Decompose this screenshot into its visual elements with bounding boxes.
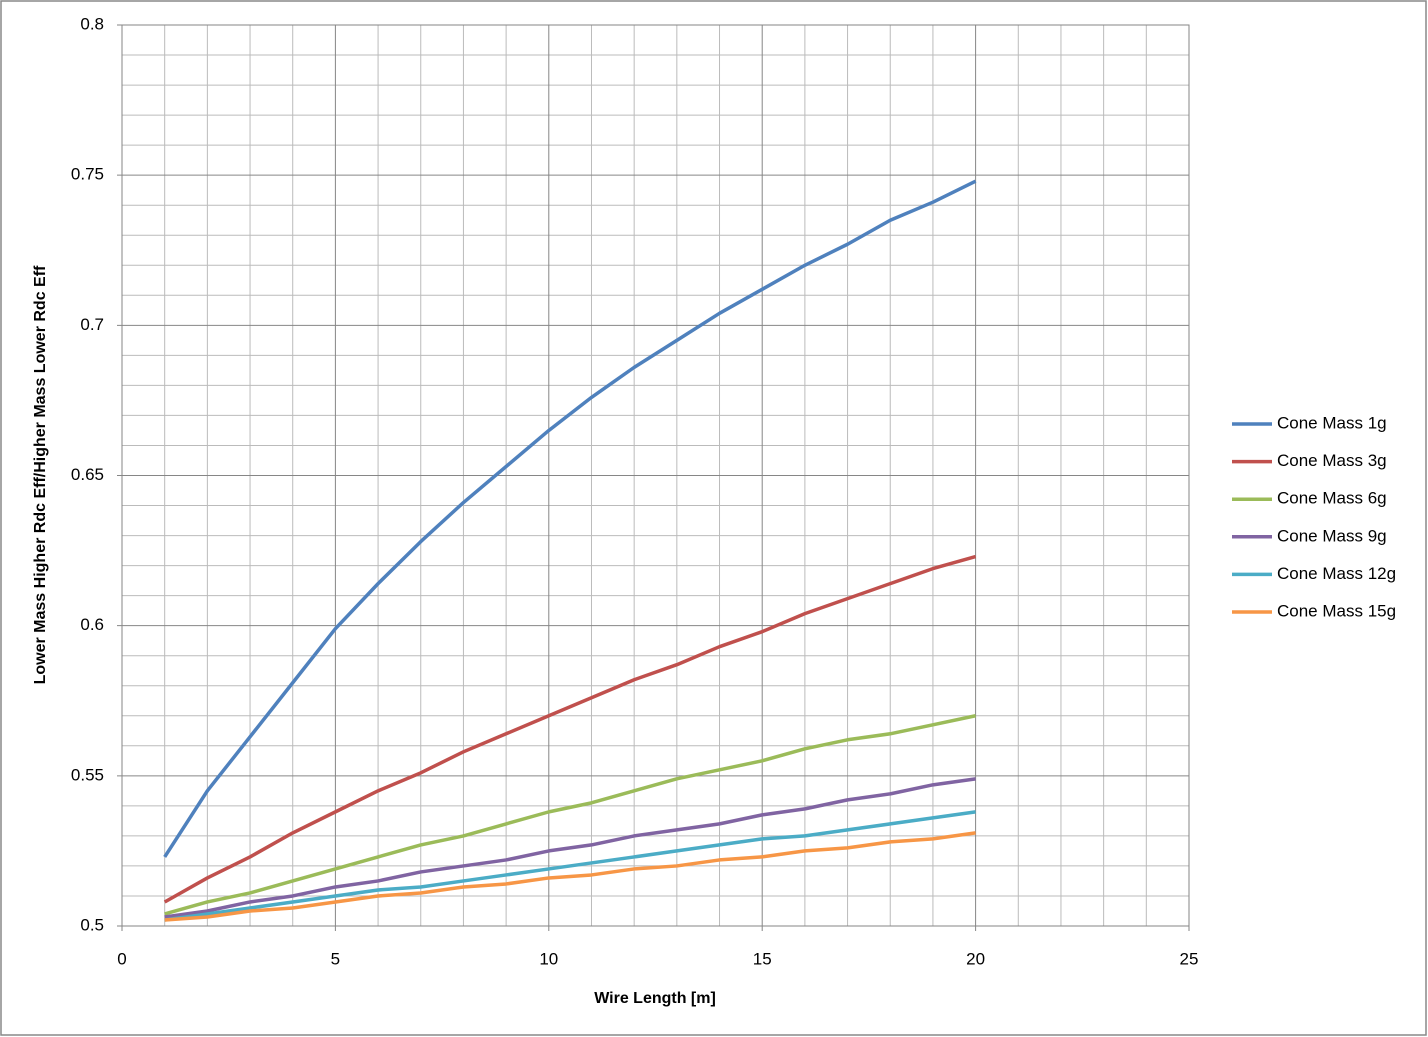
y-tick-label: 0.6 [80, 615, 104, 634]
legend-label: Cone Mass 9g [1277, 526, 1387, 545]
legend-label: Cone Mass 6g [1277, 489, 1387, 508]
x-tick-label: 0 [117, 949, 126, 968]
y-axis-title: Lower Mass Higher Rdc Eff/Higher Mass Lo… [32, 265, 49, 684]
series-line [164, 810, 976, 922]
x-tick-label: 20 [966, 949, 985, 968]
y-tick-label: 0.8 [80, 14, 104, 33]
series-line [163, 554, 977, 904]
legend-label: Cone Mass 3g [1277, 451, 1387, 470]
legend-label: Cone Mass 1g [1277, 413, 1387, 432]
y-tick-label: 0.65 [71, 465, 104, 484]
legend-label: Cone Mass 12g [1277, 564, 1396, 583]
legend-label: Cone Mass 15g [1277, 601, 1396, 620]
y-tick-label: 0.75 [71, 165, 104, 184]
series-line [164, 714, 976, 916]
series-line [164, 831, 976, 922]
y-tick-label: 0.55 [71, 765, 104, 784]
plot-border [121, 24, 1190, 927]
x-tick-label: 5 [331, 949, 340, 968]
x-axis-title: Wire Length [m] [594, 990, 716, 1007]
series-line [163, 179, 977, 858]
x-tick-label: 15 [753, 949, 772, 968]
y-tick-label: 0.5 [80, 915, 104, 934]
y-tick-label: 0.7 [80, 315, 104, 334]
x-tick-label: 25 [1180, 949, 1199, 968]
series-line [164, 777, 976, 919]
x-tick-label: 10 [539, 949, 558, 968]
